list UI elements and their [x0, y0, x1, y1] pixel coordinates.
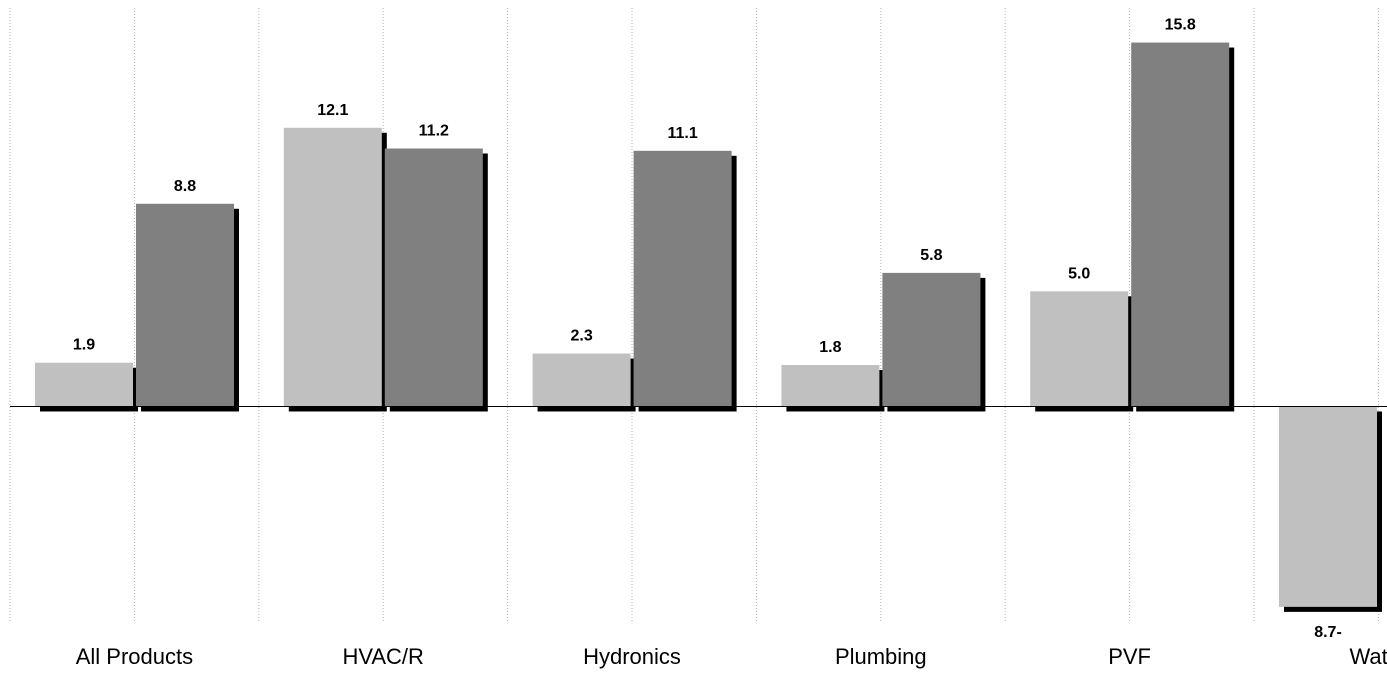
bar-2-plumbing	[882, 272, 981, 407]
value-label: 15.8	[1165, 17, 1196, 34]
category-label: All Products	[76, 644, 193, 669]
bar-1-hydronics	[532, 353, 631, 407]
bar-1-hvac-r	[283, 127, 382, 407]
category-label: Plumbing	[835, 644, 927, 669]
bar-1-all-products	[35, 362, 133, 407]
bars	[35, 42, 1377, 607]
value-label: 1.9	[73, 337, 95, 354]
value-label: 2.3	[570, 328, 592, 345]
bar-1-water	[1279, 406, 1377, 607]
category-label: HVAC/R	[342, 644, 424, 669]
value-label: 8.7-	[1314, 624, 1342, 641]
value-label: 12.1	[317, 102, 348, 119]
bar-2-all-products	[136, 203, 234, 407]
bar-2-hydronics	[633, 150, 732, 407]
value-labels: 1.9 8.8 12.1 11.2 2.3 11.1 1.8 5.8 5.0 15.8 8.7-	[73, 17, 1342, 641]
grid-lines	[9, 8, 1379, 623]
category-label: Hydronics	[583, 644, 681, 669]
category-label: Water	[1349, 644, 1387, 669]
bar-2-pvf	[1131, 42, 1230, 407]
bar-1-plumbing	[781, 365, 880, 407]
category-label: PVF	[1108, 644, 1151, 669]
value-label: 5.0	[1068, 265, 1090, 282]
value-label: 5.8	[920, 247, 942, 264]
bar-2-hvac-r	[384, 148, 483, 407]
bar-1-pvf	[1030, 291, 1129, 407]
value-label: 11.1	[667, 125, 697, 142]
category-labels: All Products HVAC/R Hydronics Plumbing PVF Wa…	[76, 644, 1387, 669]
value-label: 8.8	[174, 178, 196, 195]
value-label: 1.8	[819, 339, 841, 356]
value-label: 11.2	[419, 123, 449, 140]
